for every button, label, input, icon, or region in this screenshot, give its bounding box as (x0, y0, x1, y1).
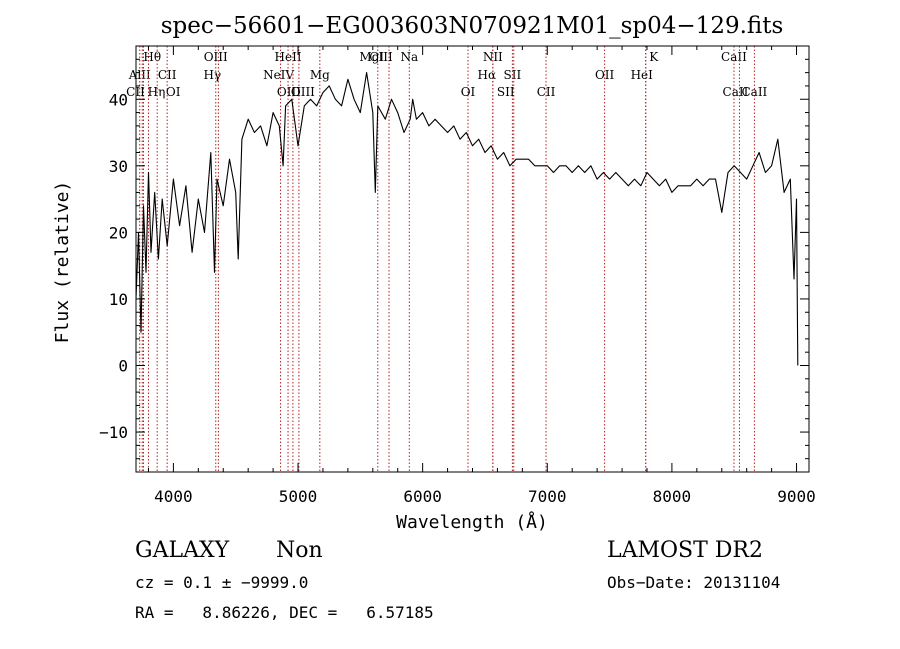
line-label: AlII (128, 68, 151, 82)
coordinates: RA = 8.86226, DEC = 6.57185 (135, 603, 434, 622)
axes: 4000 5000 6000 7000 8000 9000 −10 0 10 20 30 40 (99, 45, 816, 506)
x-tick-label: 5000 (279, 487, 318, 506)
line-label: CaII (723, 85, 749, 99)
y-axis-label: Flux (relative) (52, 181, 73, 344)
line-label: SII (497, 85, 515, 99)
line-label: Hη (148, 85, 166, 99)
line-label: HeII (275, 50, 302, 64)
line-label: NeIV (263, 68, 294, 82)
line-label: OI (166, 85, 181, 99)
y-tick-label: −10 (99, 423, 128, 442)
line-label: K (649, 50, 659, 64)
spectrum-line (135, 72, 799, 366)
line-label: CII (537, 85, 556, 99)
line-label: CaII (741, 85, 767, 99)
line-label: OI (461, 85, 476, 99)
observation-date: Obs−Date: 20131104 (607, 573, 781, 592)
line-label: SII (504, 68, 522, 82)
y-tick-label: 30 (109, 157, 128, 176)
line-label: CaII (721, 50, 747, 64)
line-label: Mg (310, 68, 330, 82)
line-label: Hθ (143, 50, 161, 64)
x-tick-label: 6000 (403, 487, 442, 506)
line-label: OIII (291, 85, 315, 99)
line-label: Hα (478, 68, 497, 82)
redshift-value: cz = 0.1 ± −9999.0 (135, 573, 309, 592)
line-label: CII (158, 68, 177, 82)
x-tick-label: 4000 (154, 487, 193, 506)
line-label: OII (595, 68, 615, 82)
line-label: OIII (277, 85, 301, 99)
object-class: GALAXY (135, 538, 230, 563)
y-tick-label: 40 (109, 90, 128, 109)
y-tick-label: 20 (109, 223, 128, 242)
object-subclass: Non (276, 538, 323, 563)
line-label: HeI (631, 68, 654, 82)
line-label: MgI (359, 50, 384, 64)
survey-name: LAMOST DR2 (607, 538, 763, 563)
y-tick-label: 0 (118, 357, 128, 376)
line-label: OIII (204, 50, 228, 64)
x-axis-label: Wavelength (Å) (396, 511, 548, 533)
line-label: Hγ (204, 68, 222, 82)
plot-frame (135, 45, 810, 473)
line-label: Na (400, 50, 418, 64)
x-tick-label: 7000 (528, 487, 567, 506)
x-tick-label: 9000 (777, 487, 816, 506)
chart-title: spec−56601−EG003603N070921M01_sp04−129.f… (161, 13, 784, 39)
line-label: CIII (369, 50, 393, 64)
x-tick-label: 8000 (653, 487, 692, 506)
y-tick-label: 10 (109, 290, 128, 309)
